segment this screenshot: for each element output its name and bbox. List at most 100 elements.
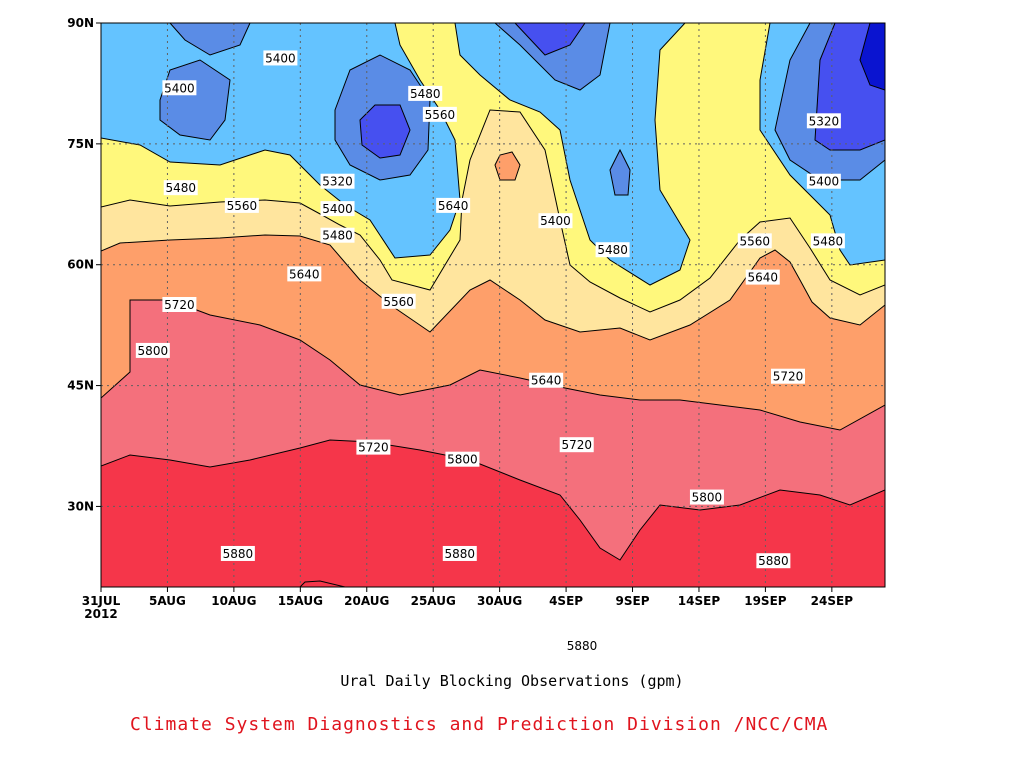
band-5800-5880	[101, 300, 885, 560]
contour-label: 5400	[320, 201, 355, 217]
contour-label-text: 5880	[223, 547, 254, 561]
contour-label-bg	[287, 266, 322, 282]
contour-label: 5320	[320, 173, 355, 189]
contour-label: 5640	[436, 197, 471, 213]
contour-label-bg	[356, 439, 391, 455]
contour-label: 5640	[287, 266, 322, 282]
y-axis: 30N 45N 60N 75N 90N	[67, 16, 101, 513]
contour-label: 5480	[163, 180, 198, 196]
contour-5400-top-left	[169, 23, 251, 56]
contour-label-text: 5480	[813, 234, 844, 248]
contour-label-bg	[538, 213, 573, 229]
contour-5400-nw	[159, 59, 231, 141]
contour-label-text: 5640	[531, 374, 562, 388]
contour-label-text: 5480	[597, 243, 628, 257]
contour-label-text: 5720	[773, 370, 804, 384]
contour-5640	[101, 109, 885, 313]
contour-label-text: 5880	[567, 639, 598, 653]
contour-label-text: 5480	[165, 181, 196, 195]
contour-label: 5800	[445, 451, 480, 467]
contour-label: 5720	[162, 297, 197, 312]
contour-label-bg	[737, 233, 772, 249]
contour-label: 5640	[745, 269, 780, 285]
contour-5400-east	[774, 23, 885, 181]
contour-label-bg	[810, 233, 845, 249]
contour-label-text: 5560	[740, 234, 771, 248]
band-above-5560	[101, 23, 885, 312]
contour-label-text: 5640	[289, 267, 320, 281]
contour-5400-sep	[609, 148, 631, 196]
contour-label-text: 5880	[445, 547, 476, 561]
contour-label-text: 5400	[540, 214, 571, 228]
contour-label-text: 5720	[561, 438, 592, 452]
x-tick-label: 19SEP	[744, 594, 787, 608]
contour-label: 5480	[810, 233, 845, 249]
contour-label-bg	[559, 437, 594, 453]
contour-label-bg	[806, 113, 841, 129]
contour-5400-central	[334, 54, 431, 181]
contour-label-bg	[263, 50, 298, 66]
contour-label-text: 5400	[164, 81, 195, 95]
x-tick-label: 24SEP	[811, 594, 854, 608]
contour-label-text: 5720	[358, 441, 389, 455]
contour-label: 5560	[737, 233, 772, 249]
contour-label-bg	[162, 80, 197, 96]
contour-label: 5800	[689, 489, 724, 505]
contour-labels: 5400 5400 5480 5560 5320 5320 5480 5400 5640 5400…	[135, 50, 845, 653]
contour-label-bg	[320, 201, 355, 217]
x-tick-label: 20AUG	[344, 594, 389, 608]
contour-label-bg	[565, 637, 600, 653]
contour-label: 5480	[408, 85, 443, 101]
contour-label: 5400	[538, 213, 573, 229]
blob-5400-north	[495, 23, 610, 90]
contour-label-text: 5720	[164, 298, 195, 312]
contour-label-bg	[442, 545, 477, 561]
contour-label: 5400	[806, 173, 841, 189]
contour-label: 5720	[770, 368, 805, 384]
contour-label-bg	[220, 545, 255, 561]
contour-5320-central	[359, 104, 411, 159]
chart-credit: Climate System Diagnostics and Predictio…	[130, 714, 829, 735]
y-tick-label: 45N	[67, 379, 94, 393]
x-tick-label: 4SEP	[549, 594, 583, 608]
contour-label-text: 5560	[227, 199, 258, 213]
contour-label-text: 5400	[809, 175, 840, 189]
x-tick-label: 15AUG	[278, 594, 323, 608]
contour-label-text: 5480	[410, 87, 441, 101]
contour-label-bg	[162, 297, 197, 312]
blob-5400-sep	[610, 150, 630, 195]
blob-5640-aug30	[495, 152, 520, 180]
contour-label-bg	[135, 342, 170, 358]
contour-label-bg	[408, 85, 443, 101]
contour-5880-south-blob	[299, 580, 346, 587]
y-tick-label: 75N	[67, 137, 94, 151]
contour-label-text: 5800	[138, 344, 169, 358]
contour-5560	[101, 23, 461, 259]
chart-title: Ural Daily Blocking Observations (gpm)	[340, 672, 684, 690]
contour-label-bg	[445, 451, 480, 467]
x-tick-label: 30AUG	[477, 594, 522, 608]
contour-label: 5720	[559, 437, 594, 453]
contour-label-text: 5560	[383, 295, 414, 309]
contour-label-text: 5640	[747, 271, 778, 285]
blob-5320-north	[515, 23, 585, 55]
contour-label-bg	[224, 197, 259, 213]
contour-label: 5320	[806, 113, 841, 129]
band-above-5640	[101, 110, 885, 340]
contour-label: 5880	[220, 545, 255, 561]
contour-label-bg	[770, 368, 805, 384]
contour-label: 5400	[263, 50, 298, 66]
blob-5400-top-left	[170, 23, 250, 55]
contour-label-bg	[529, 372, 564, 388]
contour-label-bg	[422, 106, 457, 122]
y-tick-label: 60N	[67, 258, 94, 272]
contour-label-text: 5320	[809, 114, 840, 128]
contour-5880	[101, 439, 885, 561]
blob-5240-east	[860, 23, 885, 90]
contour-label-bg	[163, 180, 198, 196]
contour-label-text: 5560	[425, 108, 456, 122]
contour-label-bg	[436, 197, 471, 213]
x-tick-label: 31JUL	[82, 594, 121, 608]
x-tick-label: 25AUG	[411, 594, 456, 608]
contour-label-text: 5800	[447, 453, 478, 467]
